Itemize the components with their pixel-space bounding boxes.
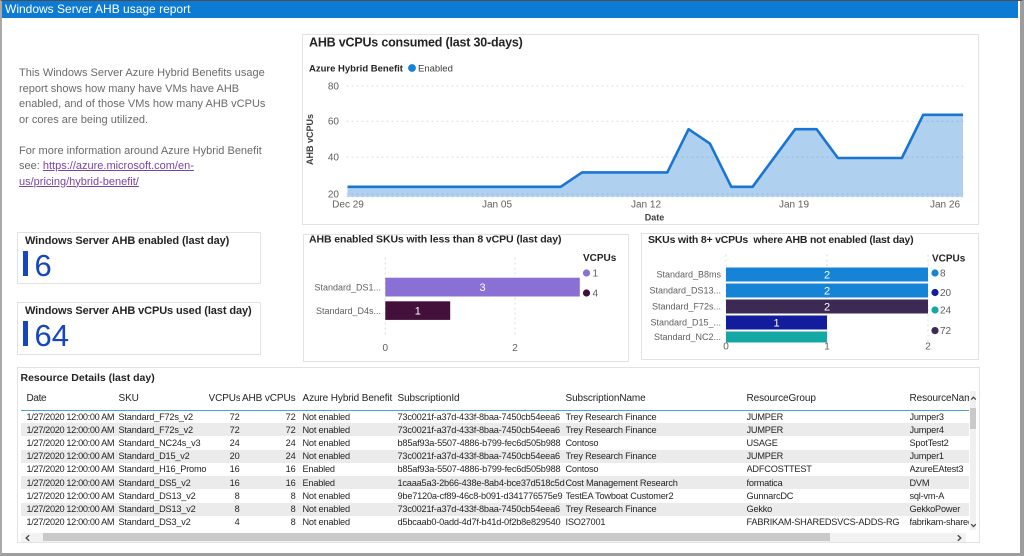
svg-text:Standard_D15_...: Standard_D15_...: [650, 318, 721, 328]
svg-text:20: 20: [940, 288, 952, 299]
svg-text:72: 72: [940, 326, 952, 337]
svg-text:AHB enabled SKUs with less tha: AHB enabled SKUs with less than 8 vCPU (…: [309, 235, 561, 246]
svg-text:Standard_F72s...: Standard_F72s...: [652, 302, 721, 312]
svg-text:SKUs with 8+ vCPUs where AHB: SKUs with 8+ vCPUs where AHB not enabled…: [648, 234, 913, 246]
svg-text:Standard_D4s...: Standard_D4s...: [316, 305, 381, 315]
svg-text:Dec 29: Dec 29: [332, 199, 364, 210]
svg-text:2: 2: [925, 342, 931, 353]
svg-text:AHB vCPUs consumed (last 30-da: AHB vCPUs consumed (last 30-days): [309, 35, 523, 49]
svg-text:VCPUs: VCPUs: [932, 253, 966, 264]
svg-text:2: 2: [824, 270, 830, 282]
svg-text:40: 40: [328, 152, 340, 163]
svg-text:2: 2: [824, 286, 830, 298]
svg-text:VCPUs: VCPUs: [583, 253, 617, 264]
svg-text:3: 3: [479, 282, 485, 294]
svg-text:1: 1: [415, 305, 421, 317]
svg-text:Date: Date: [645, 212, 665, 222]
svg-text:1: 1: [824, 342, 830, 353]
svg-text:0: 0: [383, 343, 389, 354]
svg-text:60: 60: [328, 116, 340, 127]
svg-text:4: 4: [593, 288, 599, 299]
svg-text:80: 80: [328, 81, 340, 92]
svg-text:1: 1: [773, 318, 779, 330]
svg-text:24: 24: [940, 306, 952, 317]
svg-text:Standard_NC2...: Standard_NC2...: [654, 332, 721, 342]
svg-text:Azure Hybrid Benefit: Azure Hybrid Benefit: [309, 63, 404, 74]
svg-text:2: 2: [512, 343, 518, 354]
svg-text:Jan 19: Jan 19: [779, 199, 809, 210]
svg-text:AHB vCPUs: AHB vCPUs: [305, 113, 315, 164]
svg-text:1: 1: [593, 268, 599, 279]
svg-text:20: 20: [328, 189, 340, 200]
svg-text:Enabled: Enabled: [418, 63, 453, 74]
svg-text:Standard_B8ms: Standard_B8ms: [656, 270, 721, 280]
svg-text:Jan 12: Jan 12: [631, 199, 661, 210]
svg-text:Jan 05: Jan 05: [482, 199, 512, 210]
svg-text:8: 8: [940, 269, 946, 280]
svg-text:2: 2: [824, 302, 830, 314]
svg-text:Standard_DS13...: Standard_DS13...: [649, 286, 721, 296]
svg-text:Jan 26: Jan 26: [930, 199, 960, 210]
svg-text:0: 0: [723, 342, 729, 353]
svg-text:Standard_DS1...: Standard_DS1...: [314, 282, 381, 292]
